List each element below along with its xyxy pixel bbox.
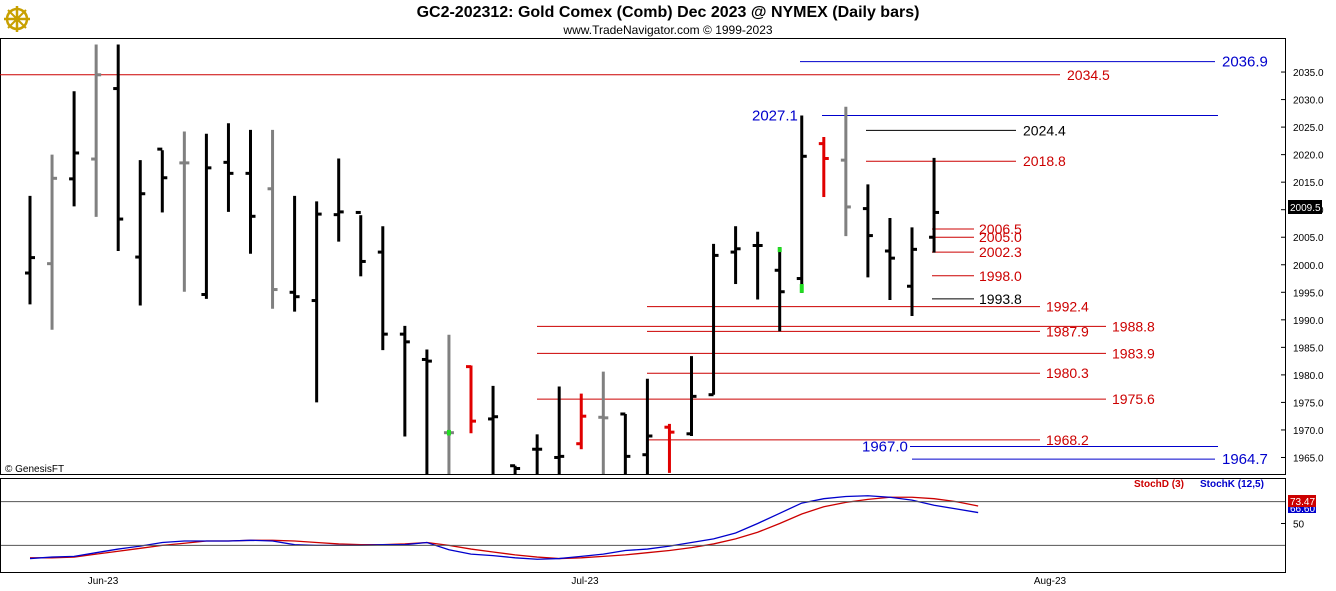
price-level-label: 1980.3 [1046, 365, 1089, 381]
price-level-label: 2034.5 [1067, 67, 1110, 83]
ohlc-bar [289, 195, 300, 312]
x-tick-label: Jul-23 [571, 576, 599, 587]
price-level-label: 1964.7 [1222, 451, 1268, 468]
legend-stochd: StochD (3) [1134, 479, 1184, 490]
ohlc-bar [884, 217, 895, 300]
chart-subtitle: www.TradeNavigator.com © 1999-2023 [562, 23, 772, 37]
stoch-panel [0, 478, 1286, 573]
price-level-label: 1968.2 [1046, 432, 1089, 448]
ohlc-bar [532, 434, 543, 474]
ohlc-bar [708, 243, 719, 397]
ohlc-bar [179, 131, 190, 292]
ohlc-bar [245, 129, 256, 254]
ohlc-bar [135, 160, 146, 306]
ohlc-bar [355, 210, 366, 277]
ohlc-bar [399, 325, 410, 437]
last-price-label: 2009.5 [1290, 203, 1321, 214]
ohlc-bar [686, 356, 697, 437]
price-y-tick-label: 2035.0 [1293, 68, 1324, 79]
price-level-label: 2006.5 [979, 221, 1022, 237]
ohlc-bar [907, 227, 917, 316]
ohlc-bar [576, 393, 587, 450]
last-price-marker [1288, 200, 1322, 214]
ohlc-bar [642, 378, 653, 474]
stoch-series-line [30, 496, 979, 560]
ohlc-bar [598, 371, 609, 474]
ohlc-bar [818, 137, 829, 198]
price-y-tick-label: 1970.0 [1293, 426, 1324, 437]
ohlc-bar [311, 201, 322, 403]
chart-title: GC2-202312: Gold Comex (Comb) Dec 2023 @… [417, 4, 920, 21]
price-y-tick-label: 1975.0 [1293, 398, 1324, 409]
ohlc-bar [752, 231, 763, 300]
ohlc-bar [47, 154, 58, 330]
price-y-tick-label: 2020.0 [1293, 151, 1324, 162]
price-y-tick-label: 1980.0 [1293, 371, 1324, 382]
stoch-series-line [29, 495, 979, 560]
price-y-tick-label: 1990.0 [1293, 316, 1324, 327]
ohlc-bar [69, 91, 80, 207]
stoch-k-value: 66.60 [1290, 504, 1315, 515]
ohlc-bar [377, 226, 388, 351]
price-level-label: 2002.3 [979, 244, 1022, 260]
ohlc-bar [443, 334, 454, 474]
ohlc-bar [333, 158, 344, 242]
ohlc-bar [840, 106, 851, 237]
ohlc-bar [554, 386, 565, 474]
ohlc-bar [91, 44, 102, 217]
price-level-label: 1983.9 [1112, 345, 1155, 361]
ohlc-bar [929, 157, 940, 253]
price-level-label: 1975.6 [1112, 391, 1155, 407]
price-y-tick-label: 2015.0 [1293, 178, 1324, 189]
price-level-label: 2005.0 [979, 229, 1022, 245]
price-y-tick-label: 1965.0 [1293, 453, 1324, 464]
ohlc-bar [730, 226, 741, 285]
ohlc-bar [25, 195, 35, 305]
ohlc-bar [510, 464, 521, 474]
ohlc-bar [157, 147, 168, 213]
ohlc-bar [201, 133, 212, 299]
price-level-label: 2027.1 [752, 108, 798, 125]
ohlc-bar [466, 365, 476, 434]
price-level-label: 2018.8 [1023, 153, 1066, 169]
price-level-label: 1993.8 [979, 291, 1022, 307]
ohlc-bar [774, 247, 785, 332]
price-level-label: 1967.0 [862, 438, 908, 455]
price-level-label: 1988.8 [1112, 318, 1155, 334]
price-level-label: 2024.4 [1023, 122, 1066, 138]
ohlc-bar [488, 385, 499, 474]
price-y-tick-label: 1995.0 [1293, 288, 1324, 299]
stoch-k-value-marker [1288, 502, 1316, 513]
price-y-tick-label: 2030.0 [1293, 96, 1324, 107]
price-panel [0, 38, 1286, 475]
ohlc-bar [223, 123, 234, 212]
price-level-label: 1987.9 [1046, 323, 1089, 339]
ohlc-bar [664, 423, 675, 473]
ship-helm-logo-icon [4, 6, 30, 32]
ohlc-bar [421, 349, 432, 474]
price-y-tick-label: 1985.0 [1293, 343, 1324, 354]
ohlc-bar [113, 44, 124, 251]
price-level-label: 2036.9 [1222, 54, 1268, 71]
credit-text: © GenesisFT [5, 464, 64, 475]
stoch-d-value: 73.47 [1290, 497, 1315, 508]
ohlc-bar [620, 412, 631, 474]
price-y-tick-label: 2005.0 [1293, 233, 1324, 244]
price-y-tick-label: 2025.0 [1293, 123, 1324, 134]
ohlc-bar [267, 129, 278, 309]
ohlc-bar [862, 184, 873, 278]
price-level-label: 1992.4 [1046, 299, 1089, 315]
stoch-d-value-marker [1288, 495, 1316, 507]
price-y-tick-label: 2000.0 [1293, 261, 1324, 272]
legend-stochk: StochK (12,5) [1200, 479, 1264, 490]
price-level-label: 1998.0 [979, 268, 1022, 284]
x-tick-label: Jun-23 [88, 576, 119, 587]
ohlc-bar [796, 115, 807, 293]
x-tick-label: Aug-23 [1034, 576, 1067, 587]
stoch-y-tick-label: 50 [1293, 520, 1305, 531]
